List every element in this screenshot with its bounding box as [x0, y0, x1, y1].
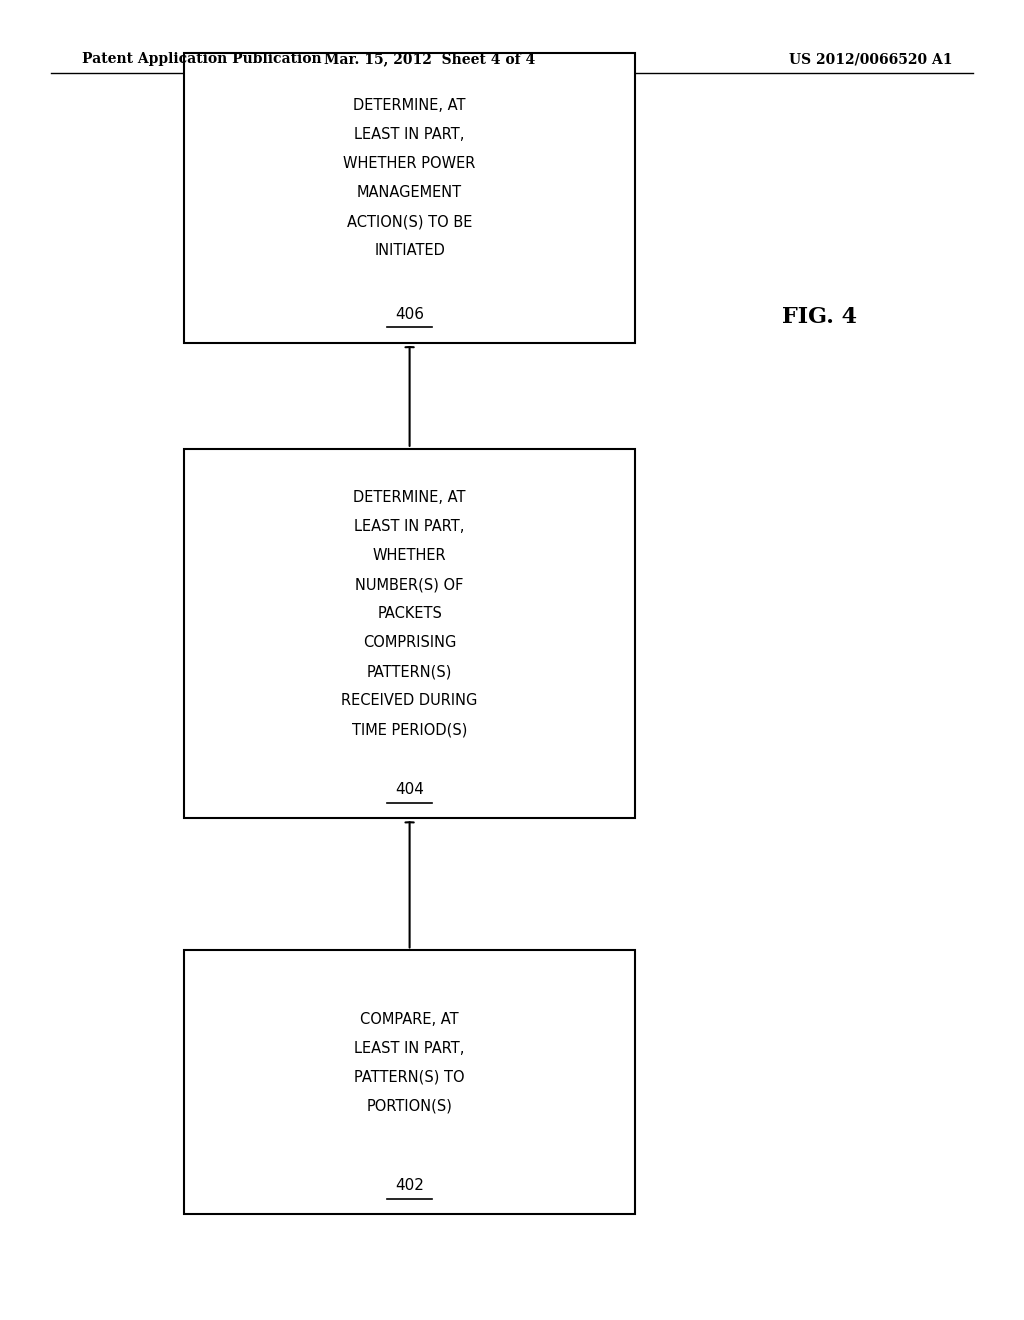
- Text: PATTERN(S): PATTERN(S): [367, 664, 453, 680]
- Text: MANAGEMENT: MANAGEMENT: [357, 185, 462, 201]
- FancyBboxPatch shape: [184, 53, 635, 343]
- Text: PACKETS: PACKETS: [377, 606, 442, 622]
- Text: PORTION(S): PORTION(S): [367, 1098, 453, 1114]
- Text: PATTERN(S) TO: PATTERN(S) TO: [354, 1069, 465, 1085]
- Text: LEAST IN PART,: LEAST IN PART,: [354, 127, 465, 143]
- Text: WHETHER POWER: WHETHER POWER: [343, 156, 476, 172]
- Text: RECEIVED DURING: RECEIVED DURING: [341, 693, 478, 709]
- Text: FIG. 4: FIG. 4: [781, 306, 857, 327]
- Text: ACTION(S) TO BE: ACTION(S) TO BE: [347, 214, 472, 230]
- FancyBboxPatch shape: [184, 950, 635, 1214]
- FancyBboxPatch shape: [184, 449, 635, 818]
- Text: US 2012/0066520 A1: US 2012/0066520 A1: [788, 53, 952, 66]
- Text: LEAST IN PART,: LEAST IN PART,: [354, 519, 465, 535]
- Text: DETERMINE, AT: DETERMINE, AT: [353, 490, 466, 506]
- Text: COMPRISING: COMPRISING: [362, 635, 457, 651]
- Text: Mar. 15, 2012  Sheet 4 of 4: Mar. 15, 2012 Sheet 4 of 4: [325, 53, 536, 66]
- Text: INITIATED: INITIATED: [374, 243, 445, 259]
- Text: DETERMINE, AT: DETERMINE, AT: [353, 98, 466, 114]
- Text: NUMBER(S) OF: NUMBER(S) OF: [355, 577, 464, 593]
- Text: 404: 404: [395, 781, 424, 797]
- Text: Patent Application Publication: Patent Application Publication: [82, 53, 322, 66]
- Text: 402: 402: [395, 1177, 424, 1193]
- Text: LEAST IN PART,: LEAST IN PART,: [354, 1040, 465, 1056]
- Text: TIME PERIOD(S): TIME PERIOD(S): [352, 722, 467, 738]
- Text: WHETHER: WHETHER: [373, 548, 446, 564]
- Text: 406: 406: [395, 306, 424, 322]
- Text: COMPARE, AT: COMPARE, AT: [360, 1011, 459, 1027]
